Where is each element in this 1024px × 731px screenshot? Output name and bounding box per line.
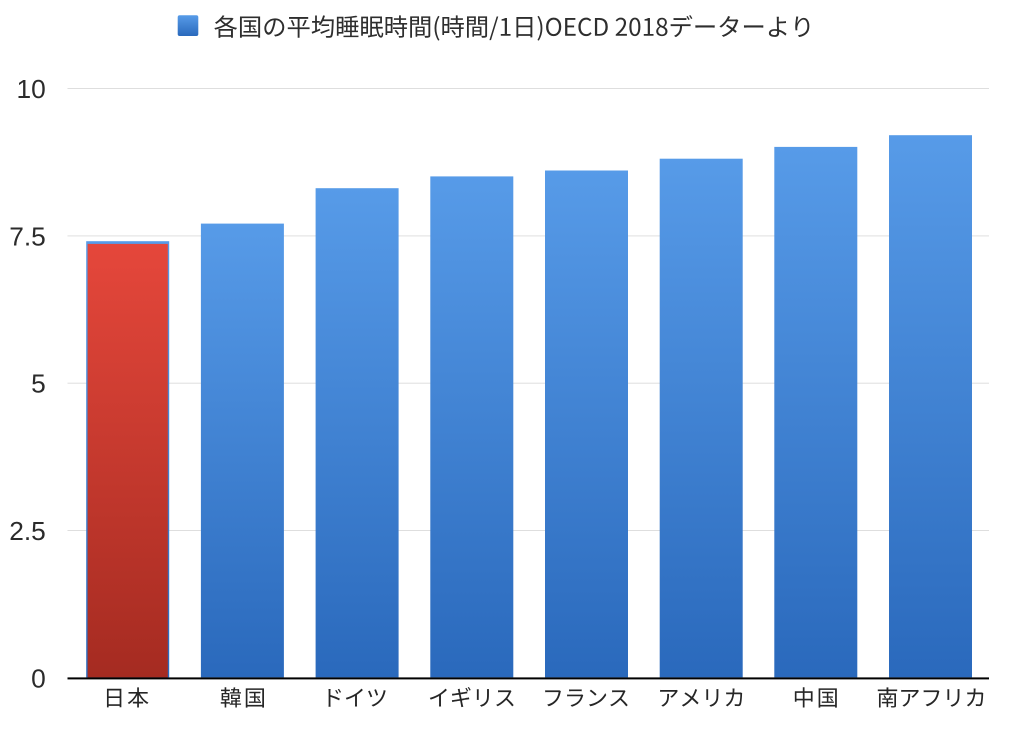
svg-text:10: 10 (17, 74, 46, 104)
svg-text:0: 0 (31, 663, 46, 693)
svg-text:7.5: 7.5 (9, 221, 46, 251)
svg-text:5: 5 (31, 369, 46, 399)
svg-text:2.5: 2.5 (9, 516, 46, 546)
